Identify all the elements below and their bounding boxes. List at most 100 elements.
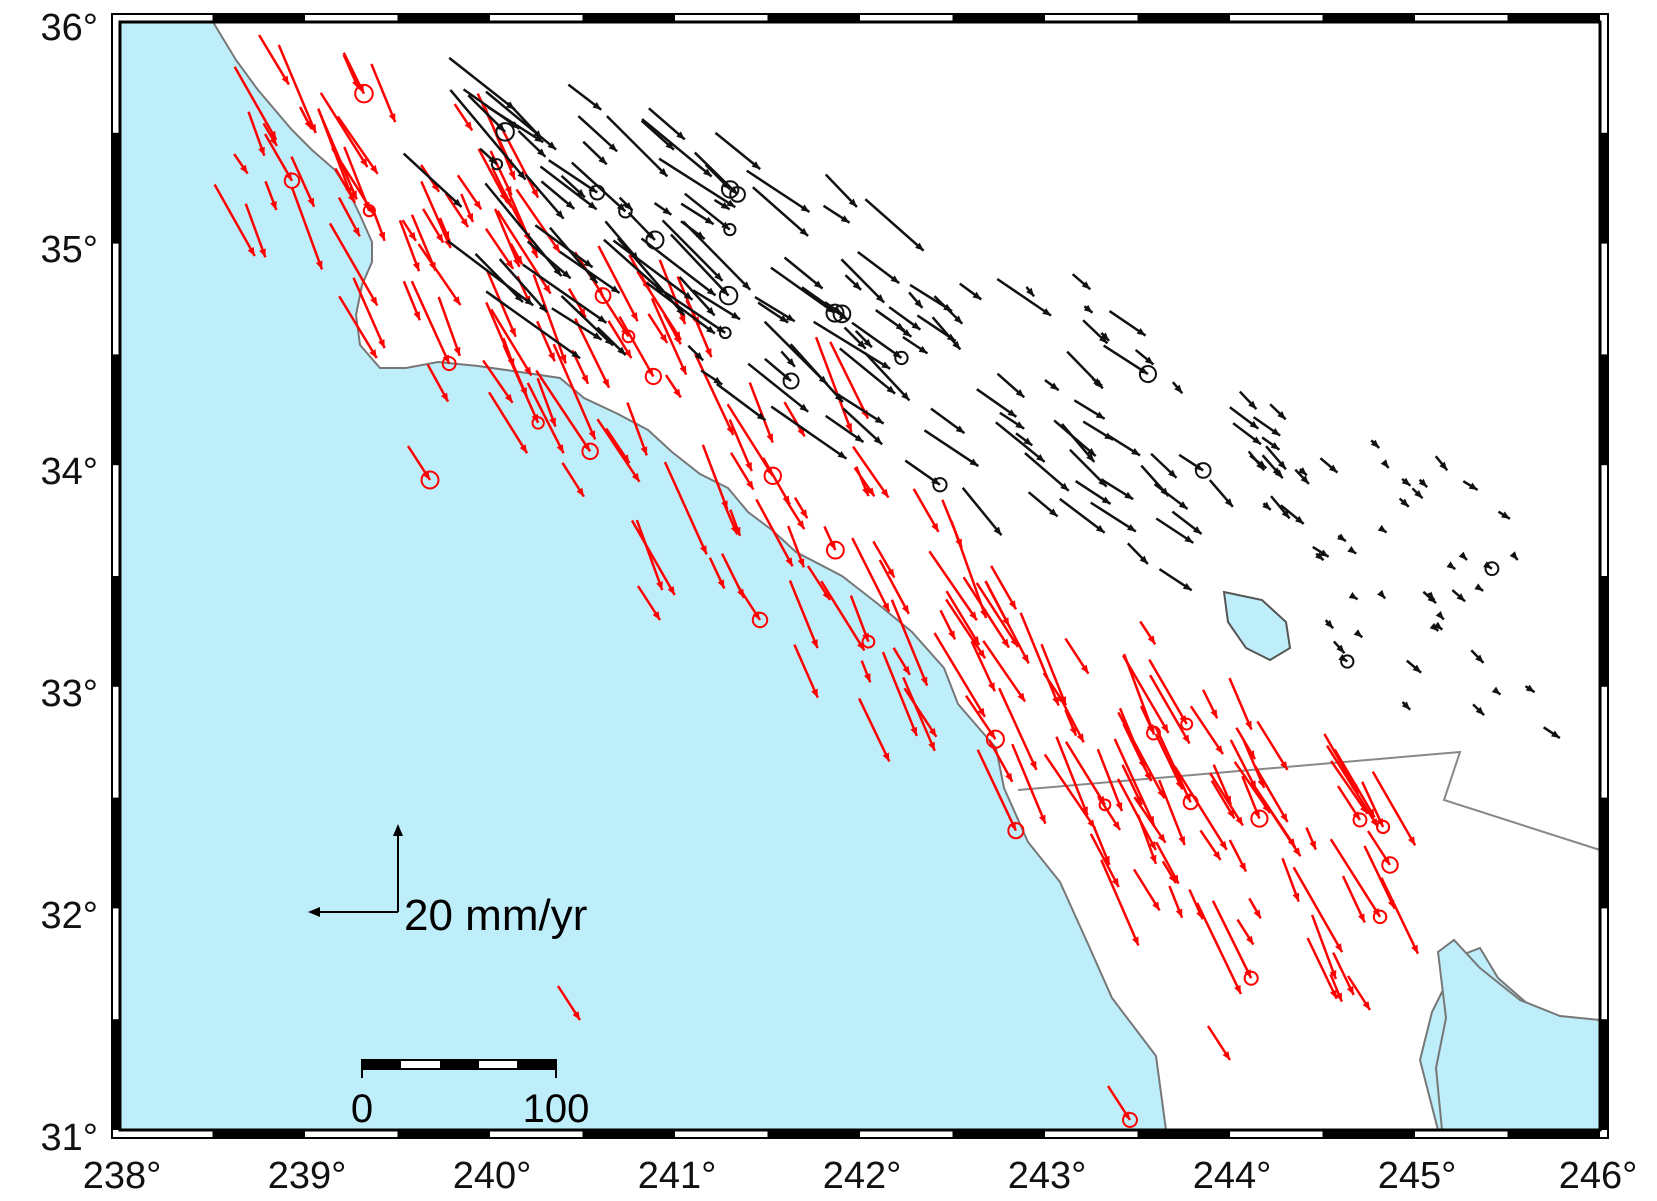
velocity-arrow [682, 220, 752, 291]
frame-tick [1137, 1130, 1230, 1138]
frame-tick [112, 354, 120, 466]
velocity-arrowhead-icon [640, 446, 648, 456]
velocity-arrowhead-icon [571, 350, 581, 359]
velocity-arrow [1189, 705, 1224, 755]
velocity-arrowhead-icon [943, 303, 953, 312]
error-ellipse-icon [1250, 809, 1269, 828]
frame-tick [1600, 576, 1608, 687]
velocity-arrow [801, 286, 849, 321]
velocity-arrowhead-icon [543, 284, 551, 294]
velocity-arrowhead-icon [766, 433, 774, 443]
velocity-arrowhead-icon [756, 412, 766, 421]
velocity-arrowhead-icon [508, 170, 515, 180]
velocity-arrowhead-icon [412, 262, 420, 272]
velocity-arrowhead-icon [1362, 1001, 1370, 1010]
velocity-arrowhead-icon [782, 372, 792, 381]
velocity-arrowhead-icon [902, 665, 910, 675]
error-ellipse-icon [531, 416, 545, 430]
velocity-arrowhead-icon [1178, 501, 1188, 509]
velocity-arrowhead-icon [1144, 356, 1154, 365]
velocity-arrowhead-icon [530, 248, 538, 258]
velocity-arrowhead-icon [602, 378, 610, 388]
velocity-arrowhead-icon [1101, 496, 1111, 504]
velocity-arrowhead-icon [1414, 489, 1423, 499]
velocity-arrowhead-icon [656, 581, 663, 591]
velocity-arrow [551, 307, 603, 341]
velocity-arrowhead-icon [733, 526, 741, 536]
velocity-arrowhead-icon [621, 454, 630, 464]
lat-label: 34° [41, 451, 98, 493]
velocity-arrow [693, 151, 739, 196]
velocity-arrowhead-icon [857, 340, 866, 349]
velocity-arrow [984, 580, 1030, 664]
velocity-arrowhead-icon [848, 198, 857, 207]
velocity-arrow [548, 226, 599, 284]
velocity-arrow [317, 108, 353, 197]
velocity-arrowhead-icon [587, 201, 597, 210]
velocity-arrowhead-icon [1239, 862, 1246, 872]
velocity-arrowhead-icon [1182, 582, 1192, 591]
error-ellipse-icon [618, 204, 633, 219]
velocity-arrow [410, 280, 451, 365]
velocity-arrow [290, 156, 316, 208]
velocity-arrowhead-icon [1112, 821, 1120, 830]
velocity-arrow [840, 258, 886, 304]
velocity-arrowhead-icon [875, 294, 885, 303]
velocity-arrowhead-icon [1149, 854, 1157, 864]
velocity-arrow [864, 351, 911, 402]
velocity-arrow [1121, 654, 1170, 734]
velocity-legend: 20 mm/yr [308, 824, 587, 940]
velocity-arrowhead-icon [928, 741, 935, 751]
velocity-arrowhead-icon [504, 393, 513, 403]
velocity-arrow [950, 520, 988, 619]
velocity-arrowhead-icon [952, 340, 961, 350]
velocity-arrow [1100, 859, 1140, 946]
velocity-arrowhead-icon [1139, 366, 1148, 375]
velocity-arrowhead-icon [534, 134, 544, 143]
velocity-arrowhead-icon [1192, 526, 1202, 535]
velocity-arrowhead-icon [782, 495, 790, 505]
velocity-arrow [813, 320, 891, 370]
velocity-arrowhead-icon [370, 165, 378, 174]
velocity-arrowhead-icon [1277, 411, 1286, 420]
velocity-arrow [1064, 741, 1107, 806]
velocity-arrowhead-icon [862, 487, 869, 497]
velocity-arrowhead-icon [1171, 874, 1179, 884]
velocity-arrowhead-icon [1551, 730, 1560, 739]
velocity-arrowhead-icon [717, 579, 725, 589]
frame-tick [1507, 1130, 1600, 1138]
velocity-arrowhead-icon [882, 752, 890, 762]
velocity-arrow [945, 598, 987, 660]
velocity-arrow [676, 276, 713, 358]
velocity-arrowhead-icon [464, 121, 473, 131]
velocity-arrowhead-icon [928, 727, 937, 737]
velocity-arrow [1019, 612, 1060, 706]
velocity-arrowhead-icon [652, 611, 660, 620]
error-ellipse-icon [861, 634, 876, 649]
velocity-arrow [748, 382, 774, 443]
error-ellipse-icon [1381, 856, 1399, 874]
velocity-arrow [1024, 452, 1070, 492]
velocity-arrowhead-icon [703, 168, 712, 177]
velocity-arrow [1333, 748, 1376, 819]
velocity-arrowhead-icon [524, 297, 534, 306]
velocity-arrowhead-icon [1175, 908, 1183, 918]
velocity-arrowhead-icon [315, 260, 323, 270]
velocity-arrowhead-icon [1446, 561, 1456, 570]
velocity-arrowhead-icon [453, 198, 462, 207]
velocity-arrowhead-icon [589, 274, 598, 284]
international-border [1017, 750, 1601, 851]
velocity-arrowhead-icon [1178, 836, 1185, 846]
velocity-arrowhead-icon [751, 161, 761, 170]
error-ellipse-icon [832, 304, 852, 324]
error-ellipse-icon [354, 83, 374, 104]
velocity-arrow [1154, 733, 1184, 790]
velocity-arrowhead-icon [1212, 851, 1221, 860]
velocity-arrowhead-icon [1052, 696, 1059, 706]
velocity-arrow [928, 550, 978, 621]
velocity-arrow [976, 749, 1018, 832]
velocity-arrowhead-icon [1138, 759, 1146, 769]
velocity-arrowhead-icon [1210, 709, 1218, 719]
velocity-arrowhead-icon [882, 602, 890, 612]
velocity-arrowhead-icon [1098, 478, 1107, 487]
